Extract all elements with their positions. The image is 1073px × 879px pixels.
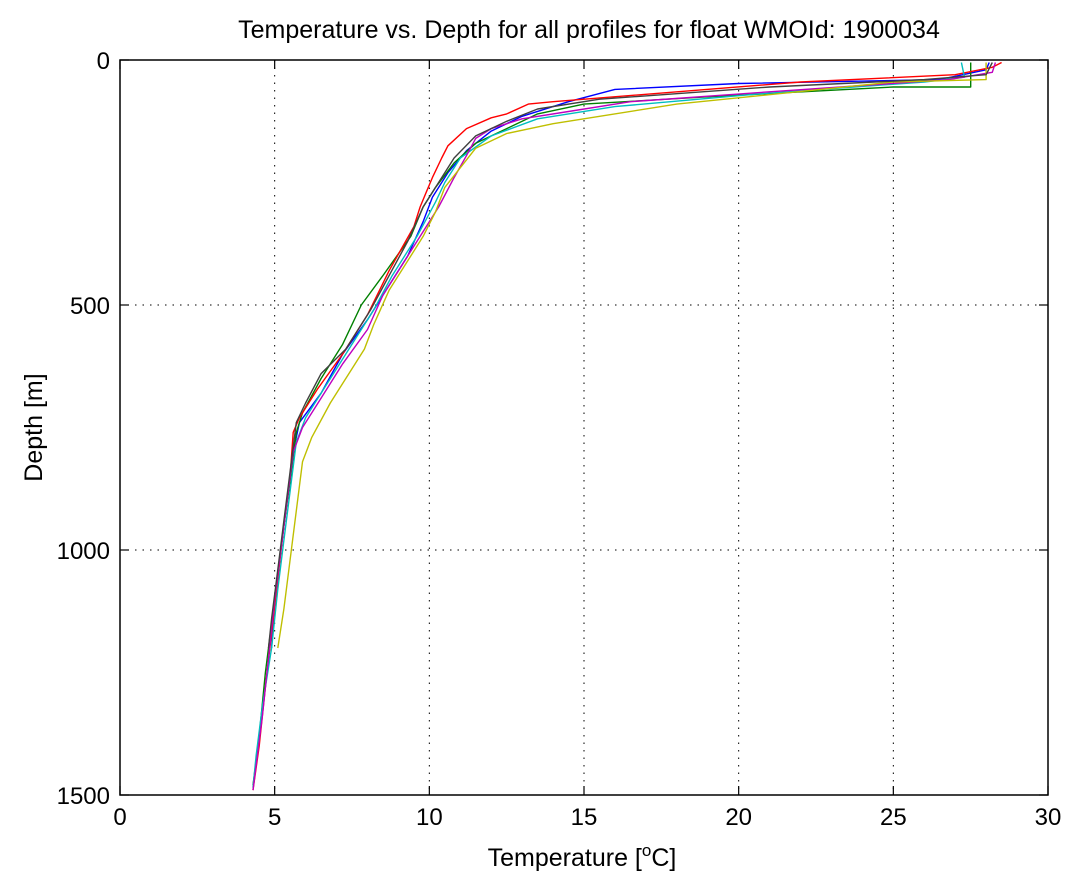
x-tick-label: 20 <box>725 804 752 831</box>
series-layer <box>252 61 1002 791</box>
x-axis-label: Temperature [oC] <box>488 841 677 872</box>
series-line-6 <box>277 62 987 649</box>
x-axis-label-suffix: C] <box>651 844 676 872</box>
x-tick-label: 30 <box>1035 804 1062 831</box>
series-line-4 <box>252 62 966 788</box>
x-tick-label: 25 <box>880 804 907 831</box>
x-tick-label: 15 <box>571 804 598 831</box>
grid-lines <box>120 60 1048 795</box>
y-tick-label: 0 <box>97 48 110 75</box>
y-axis-label: Depth [m] <box>20 373 48 481</box>
x-axis-label-main: Temperature [ <box>488 844 642 872</box>
x-tick-label: 5 <box>268 804 281 831</box>
axis-ticks: 0 5 10 15 20 25 30 0 500 1000 1500 <box>57 48 1062 831</box>
y-tick-label: 500 <box>70 293 110 320</box>
y-tick-label: 1000 <box>57 538 110 565</box>
x-tick-label: 0 <box>113 804 126 831</box>
series-line-7 <box>267 62 993 649</box>
y-tick-label: 1500 <box>57 783 110 810</box>
x-axis-label-superscript: o <box>642 841 651 860</box>
chart-title: Temperature vs. Depth for all profiles f… <box>238 16 940 44</box>
x-tick-label: 10 <box>416 804 443 831</box>
